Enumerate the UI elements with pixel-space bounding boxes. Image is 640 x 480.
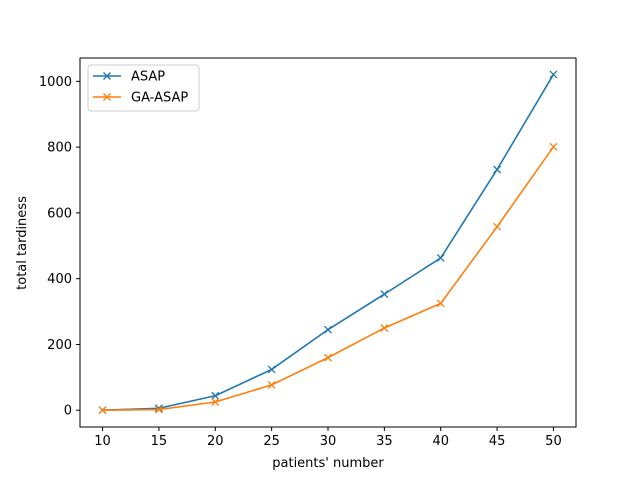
y-tick-label: 0 <box>64 404 72 419</box>
y-tick-label: 400 <box>47 272 72 287</box>
x-tick-label: 15 <box>151 434 168 449</box>
data-point-asap <box>267 365 276 374</box>
y-tick-label: 800 <box>47 141 72 156</box>
x-tick-label: 10 <box>94 434 111 449</box>
legend-label: GA-ASAP <box>131 91 188 106</box>
y-axis-label: total tardiness <box>15 196 30 290</box>
legend-marker <box>103 72 111 80</box>
data-point-ga-asap <box>436 299 445 308</box>
legend: ASAP GA-ASAP <box>87 64 200 112</box>
legend-label: ASAP <box>131 70 165 85</box>
series-ga-asap <box>98 142 558 415</box>
data-point-asap <box>154 404 163 413</box>
y-tick-label: 1000 <box>39 75 72 90</box>
data-point-asap <box>211 391 220 400</box>
data-point-ga-asap <box>267 380 276 389</box>
series-layer <box>98 70 558 415</box>
legend-items: ASAP GA-ASAP <box>93 70 188 106</box>
plot-frame <box>79 57 577 428</box>
x-tick-label: 40 <box>432 434 449 449</box>
y-tick-label: 600 <box>47 206 72 221</box>
data-point-asap <box>436 253 445 262</box>
data-point-ga-asap <box>549 142 558 151</box>
legend-item-asap: ASAP <box>93 70 165 85</box>
data-point-ga-asap <box>493 222 502 231</box>
data-point-ga-asap <box>324 353 332 362</box>
x-tick-label: 50 <box>545 434 562 449</box>
x-axis-label: patients' number <box>272 456 384 471</box>
y-tick-label: 200 <box>47 338 72 353</box>
data-point-asap <box>549 70 558 79</box>
x-tick-label: 45 <box>489 434 506 449</box>
data-point-ga-asap <box>380 324 389 332</box>
x-tick-label: 20 <box>207 434 224 449</box>
data-point-asap <box>380 290 389 299</box>
data-point-asap <box>493 165 502 174</box>
x-tick-label: 30 <box>320 434 337 449</box>
legend-item-ga-asap: GA-ASAP <box>93 91 188 106</box>
x-axis-ticks: 10 15 20 25 30 35 40 45 50 <box>94 427 562 449</box>
x-tick-label: 25 <box>263 434 280 449</box>
x-tick-label: 35 <box>376 434 393 449</box>
data-point-ga-asap <box>211 398 220 406</box>
legend-marker <box>103 93 111 101</box>
y-axis-ticks: 0 200 400 600 800 1000 <box>39 75 80 419</box>
data-point-ga-asap <box>98 406 107 415</box>
data-point-asap <box>324 325 332 334</box>
data-point-ga-asap <box>154 405 163 414</box>
